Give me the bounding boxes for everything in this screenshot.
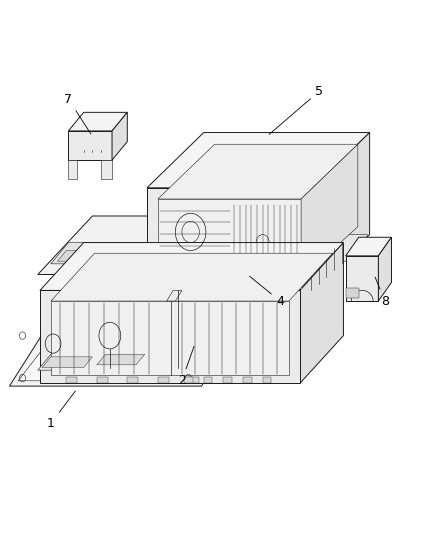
Polygon shape (101, 160, 112, 179)
Text: 4: 4 (250, 276, 284, 308)
Polygon shape (10, 328, 239, 386)
Polygon shape (158, 199, 301, 279)
Polygon shape (300, 243, 343, 383)
Polygon shape (315, 235, 367, 261)
Polygon shape (141, 336, 210, 354)
Polygon shape (166, 290, 182, 301)
Polygon shape (267, 282, 275, 289)
Polygon shape (204, 377, 212, 383)
Polygon shape (188, 377, 199, 383)
Polygon shape (42, 357, 92, 368)
Polygon shape (97, 377, 108, 383)
Polygon shape (240, 279, 244, 289)
Polygon shape (250, 279, 254, 289)
Polygon shape (18, 333, 230, 381)
Polygon shape (263, 377, 272, 383)
Polygon shape (68, 131, 112, 160)
Polygon shape (40, 243, 343, 290)
Polygon shape (378, 237, 392, 301)
Polygon shape (313, 133, 370, 290)
Polygon shape (158, 144, 358, 199)
Polygon shape (188, 248, 228, 259)
Polygon shape (38, 344, 162, 370)
Polygon shape (223, 282, 231, 289)
Polygon shape (288, 279, 292, 289)
Polygon shape (346, 256, 378, 301)
Polygon shape (289, 282, 297, 289)
Polygon shape (68, 160, 77, 179)
Polygon shape (158, 377, 169, 383)
Polygon shape (298, 279, 302, 289)
Polygon shape (147, 188, 313, 290)
Polygon shape (51, 301, 289, 375)
Polygon shape (40, 290, 300, 383)
Polygon shape (346, 237, 392, 256)
Polygon shape (97, 354, 145, 365)
Polygon shape (68, 112, 127, 131)
Text: 5: 5 (269, 85, 323, 134)
Polygon shape (243, 377, 252, 383)
Text: 2: 2 (178, 346, 194, 387)
Polygon shape (346, 288, 359, 298)
Polygon shape (147, 133, 370, 188)
Polygon shape (38, 216, 357, 274)
Text: 7: 7 (64, 93, 91, 134)
Polygon shape (223, 377, 232, 383)
Polygon shape (51, 253, 332, 301)
Polygon shape (269, 279, 273, 289)
Polygon shape (260, 279, 264, 289)
Polygon shape (166, 243, 265, 264)
Polygon shape (279, 279, 283, 289)
Polygon shape (201, 282, 209, 289)
Polygon shape (245, 282, 253, 289)
Polygon shape (112, 112, 127, 160)
Polygon shape (184, 377, 193, 383)
Polygon shape (66, 377, 77, 383)
Polygon shape (301, 144, 358, 279)
Polygon shape (158, 282, 166, 289)
Polygon shape (57, 251, 95, 261)
Text: 8: 8 (375, 277, 389, 308)
Text: 1: 1 (47, 391, 75, 430)
Polygon shape (51, 243, 149, 264)
Polygon shape (231, 279, 235, 289)
Polygon shape (221, 279, 225, 289)
Polygon shape (127, 377, 138, 383)
Polygon shape (180, 282, 187, 289)
